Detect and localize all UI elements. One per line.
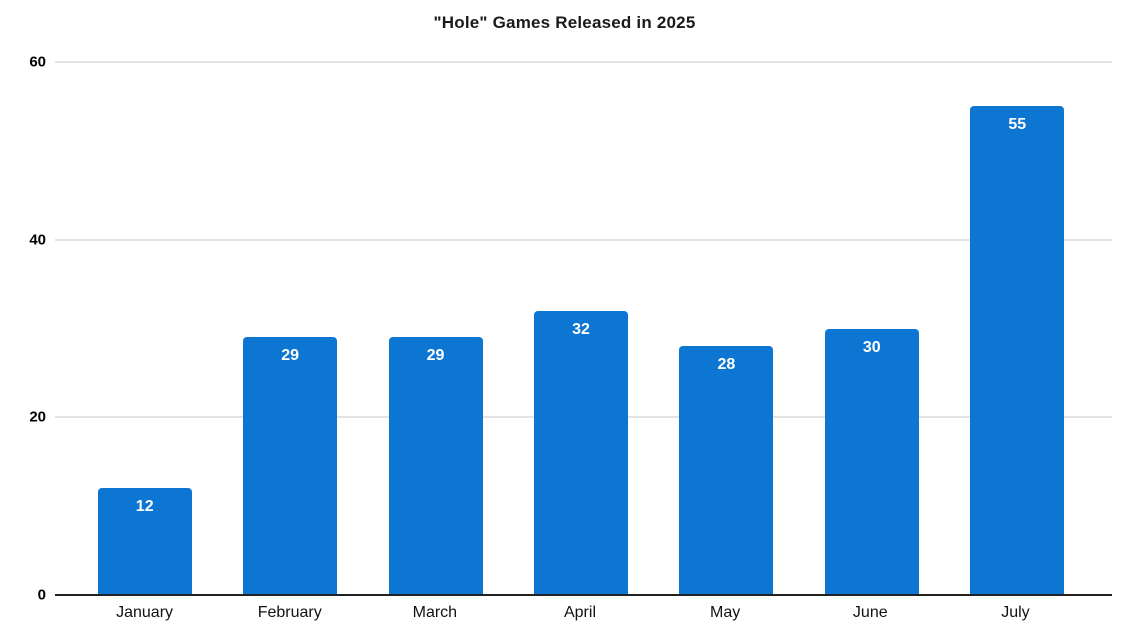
x-axis: January February March April May June July	[72, 604, 1088, 622]
bar-value-label: 29	[426, 347, 445, 365]
x-tick-label: June	[852, 604, 888, 621]
x-tick-label: March	[412, 604, 458, 621]
y-tick-label: 0	[37, 586, 46, 604]
x-axis-line	[55, 594, 1112, 596]
bar-slot: 30	[799, 62, 944, 595]
bar: 29	[243, 337, 338, 595]
x-tick-label: May	[710, 604, 741, 621]
y-axis: 0 20 40 60	[0, 55, 46, 603]
x-tick-label: January	[116, 604, 174, 621]
bar: 12	[97, 488, 192, 595]
y-tick-label: 20	[29, 408, 46, 426]
bar-value-label: 12	[135, 498, 154, 516]
bar-slot: 29	[217, 62, 362, 595]
x-tick-label: February	[257, 604, 322, 621]
x-tick-label: April	[563, 604, 596, 621]
bar: 28	[679, 346, 774, 595]
bar-value-label: 28	[717, 356, 736, 374]
chart-title: "Hole" Games Released in 2025	[433, 13, 696, 32]
bar-value-label: 30	[862, 338, 881, 356]
bar: 29	[388, 337, 483, 595]
gridline	[55, 61, 1112, 63]
gridline	[55, 238, 1112, 241]
plot-area: 12 29 29 32 28 30 55	[55, 61, 1112, 596]
bar-value-label: 29	[281, 347, 300, 365]
bar-slot: 55	[945, 62, 1090, 595]
y-tick-label: 40	[29, 231, 46, 249]
bar-slot: 32	[508, 62, 653, 595]
bar-value-label: 55	[1008, 116, 1027, 134]
bars-container: 12 29 29 32 28 30 55	[72, 62, 1090, 595]
bar: 30	[824, 328, 919, 595]
bar-slot: 29	[363, 62, 508, 595]
y-tick-label: 60	[29, 53, 46, 71]
bar: 32	[533, 310, 628, 595]
bar-slot: 28	[654, 62, 799, 595]
x-tick-label: July	[1001, 604, 1030, 621]
bar: 55	[970, 106, 1065, 595]
bar-value-label: 32	[572, 320, 590, 338]
bar-slot: 12	[72, 62, 217, 595]
